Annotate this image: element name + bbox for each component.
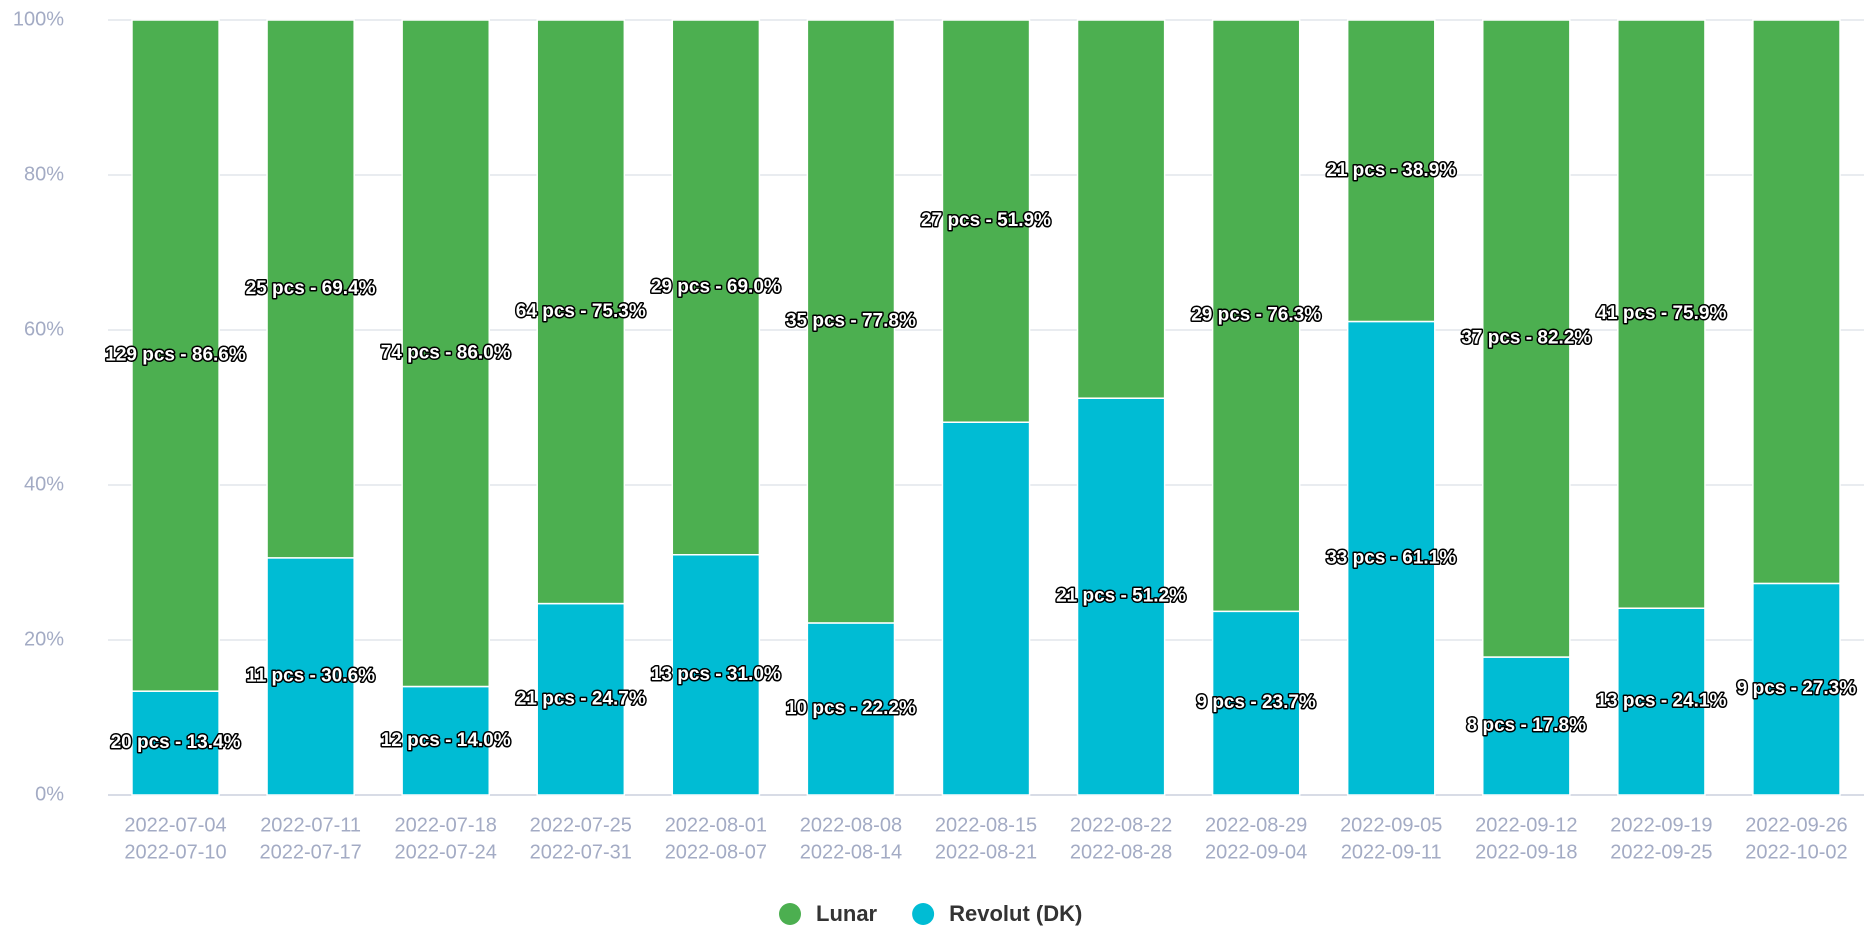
x-tick-label: 2022-09-05 xyxy=(1340,814,1442,836)
bar-segment xyxy=(131,690,220,796)
bar-segment xyxy=(536,602,626,796)
bar-segment xyxy=(806,19,896,624)
value-label: 129 pcs - 86.6% xyxy=(105,345,246,366)
x-tick-label: 2022-09-12 xyxy=(1475,814,1577,836)
x-tick-label: 2022-08-08 xyxy=(800,814,902,836)
bar-segment xyxy=(131,19,220,692)
x-tick-label: 2022-08-28 xyxy=(1070,841,1172,863)
x-tick-label: 2022-07-11 xyxy=(260,814,361,836)
value-label: 8 pcs - 17.8% xyxy=(1467,715,1586,736)
bar-segment xyxy=(671,19,761,556)
bar-segment xyxy=(941,421,1031,796)
value-label: 64 pcs - 75.3% xyxy=(516,301,646,322)
bar-segment xyxy=(401,685,491,796)
bar-segment xyxy=(1752,19,1841,585)
bar-segment xyxy=(1617,607,1706,796)
value-label: 20 pcs - 13.4% xyxy=(111,732,241,753)
bar-segment xyxy=(806,622,896,796)
bar-segment xyxy=(1076,397,1166,796)
value-label: 21 pcs - 38.9% xyxy=(1326,160,1456,181)
value-label: 9 pcs - 27.3% xyxy=(1737,678,1856,699)
x-tick-label: 2022-08-01 xyxy=(665,814,767,836)
bar-segment xyxy=(1346,320,1436,796)
x-tick-label: 2022-08-14 xyxy=(800,841,902,863)
x-tick-label: 2022-09-11 xyxy=(1341,841,1442,863)
x-tick-label: 2022-07-24 xyxy=(395,841,497,863)
value-label: 29 pcs - 69.0% xyxy=(651,276,781,297)
bar-segment xyxy=(1211,19,1301,613)
x-tick-label: 2022-10-02 xyxy=(1745,841,1847,863)
x-tick-label: 2022-07-10 xyxy=(124,841,226,863)
bar-segment xyxy=(941,19,1031,423)
bar-segment xyxy=(1211,610,1301,796)
value-label: 29 pcs - 76.3% xyxy=(1191,305,1321,326)
x-tick-label: 2022-09-18 xyxy=(1475,841,1577,863)
bar-segment xyxy=(266,19,355,559)
value-label: 21 pcs - 24.7% xyxy=(516,688,646,709)
value-label: 13 pcs - 31.0% xyxy=(651,664,781,685)
bar-segment xyxy=(1481,656,1571,796)
bar-segment xyxy=(266,557,355,796)
bar-segment xyxy=(1481,19,1571,658)
x-tick-label: 2022-07-17 xyxy=(259,841,361,863)
legend-marker xyxy=(779,903,801,925)
y-tick-label: 100% xyxy=(13,8,64,30)
bar-segment xyxy=(671,554,761,796)
x-tick-label: 2022-07-25 xyxy=(530,814,632,836)
x-tick-label: 2022-08-15 xyxy=(935,814,1037,836)
y-tick-label: 80% xyxy=(24,163,64,185)
x-tick-label: 2022-08-07 xyxy=(665,841,767,863)
value-label: 21 pcs - 51.2% xyxy=(1056,586,1186,607)
x-tick-label: 2022-08-21 xyxy=(935,841,1037,863)
legend-label: Lunar xyxy=(816,901,878,926)
x-tick-label: 2022-07-18 xyxy=(395,814,497,836)
legend-marker xyxy=(912,903,935,925)
value-label: 12 pcs - 14.0% xyxy=(381,730,511,751)
value-label: 37 pcs - 82.2% xyxy=(1461,328,1591,349)
value-label: 11 pcs - 30.6% xyxy=(246,665,375,686)
x-tick-label: 2022-07-04 xyxy=(124,814,226,836)
x-tick-label: 2022-08-22 xyxy=(1070,814,1172,836)
value-label: 27 pcs - 51.9% xyxy=(921,210,1051,231)
value-label: 9 pcs - 23.7% xyxy=(1196,692,1315,713)
bar-segment xyxy=(536,19,626,605)
bar-segment xyxy=(401,19,491,688)
y-tick-label: 20% xyxy=(24,628,64,650)
value-label: 13 pcs - 24.1% xyxy=(1596,691,1726,712)
bar-segment xyxy=(1076,19,1166,399)
x-tick-label: 2022-09-04 xyxy=(1205,841,1307,863)
x-tick-label: 2022-09-25 xyxy=(1610,841,1712,863)
y-tick-label: 40% xyxy=(24,473,64,495)
bar-segment xyxy=(1617,19,1706,609)
legend-label: Revolut (DK) xyxy=(949,901,1082,926)
bar-segment xyxy=(1346,19,1436,323)
bar-segment xyxy=(1752,582,1841,796)
y-tick-label: 60% xyxy=(24,318,64,340)
value-label: 10 pcs - 22.2% xyxy=(786,698,916,719)
value-label: 35 pcs - 77.8% xyxy=(786,310,916,331)
x-tick-label: 2022-09-19 xyxy=(1610,814,1712,836)
value-label: 33 pcs - 61.1% xyxy=(1326,547,1456,568)
x-tick-label: 2022-08-29 xyxy=(1205,814,1307,836)
x-tick-label: 2022-07-31 xyxy=(530,841,632,863)
value-label: 74 pcs - 86.0% xyxy=(381,342,511,363)
value-label: 25 pcs - 69.4% xyxy=(246,278,376,299)
value-label: 41 pcs - 75.9% xyxy=(1596,303,1726,324)
y-tick-label: 0% xyxy=(35,783,64,805)
x-tick-label: 2022-09-26 xyxy=(1745,814,1847,836)
